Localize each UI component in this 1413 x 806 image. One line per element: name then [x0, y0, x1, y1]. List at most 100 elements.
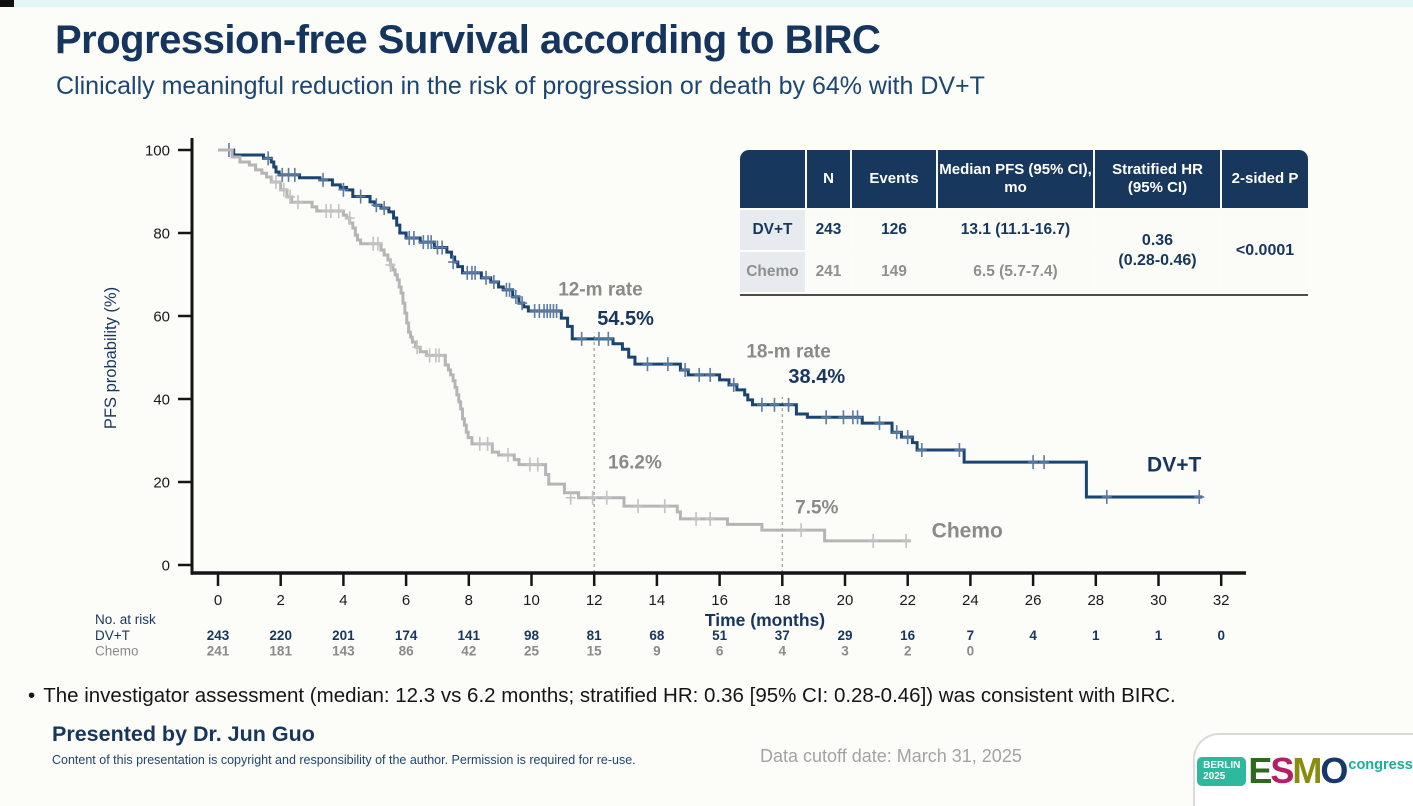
- svg-text:Chemo: Chemo: [932, 520, 1003, 543]
- svg-text:30: 30: [1150, 592, 1167, 609]
- svg-text:25: 25: [524, 644, 540, 659]
- svg-text:4: 4: [339, 592, 347, 609]
- svg-text:143: 143: [332, 644, 355, 659]
- svg-text:29: 29: [837, 628, 852, 643]
- badge-city: BERLIN: [1203, 759, 1241, 771]
- svg-text:16.2%: 16.2%: [608, 453, 662, 474]
- summary-header-stratified-hr: Stratified HR (95% CI): [1095, 150, 1220, 208]
- summary-table: N Events Median PFS (95% CI), mo Stratif…: [740, 150, 1308, 296]
- svg-text:181: 181: [269, 644, 292, 659]
- svg-text:1: 1: [1155, 628, 1163, 643]
- svg-text:201: 201: [332, 628, 355, 643]
- svg-text:24: 24: [962, 592, 979, 609]
- svg-text:15: 15: [587, 644, 603, 659]
- svg-text:51: 51: [712, 628, 728, 643]
- badge-year: 2025: [1203, 771, 1226, 783]
- svg-text:38.4%: 38.4%: [788, 366, 845, 388]
- svg-text:22: 22: [899, 592, 916, 609]
- berlin-2025-badge: BERLIN 2025: [1197, 756, 1247, 786]
- svg-text:0: 0: [162, 558, 170, 575]
- svg-text:14: 14: [649, 592, 666, 609]
- svg-text:Chemo: Chemo: [95, 644, 139, 659]
- svg-text:26: 26: [1025, 592, 1042, 609]
- corner-artifact: [0, 0, 14, 7]
- svg-text:6: 6: [402, 592, 410, 609]
- esmo-congress-logo: BERLIN 2025 ESMO congress: [1193, 733, 1413, 806]
- esmo-letter-s: S: [1270, 750, 1294, 792]
- summary-chemo-events: 149: [852, 252, 936, 292]
- copyright-note: Content of this presentation is copyrigh…: [52, 753, 636, 767]
- summary-p-value: <0.0001: [1222, 210, 1308, 292]
- summary-row-label-dvt: DV+T: [740, 210, 805, 250]
- svg-text:18: 18: [774, 592, 791, 609]
- svg-text:8: 8: [465, 592, 473, 609]
- svg-text:81: 81: [587, 628, 603, 643]
- svg-text:2: 2: [904, 644, 912, 659]
- svg-text:3: 3: [841, 644, 849, 659]
- esmo-letter-m: M: [1292, 750, 1322, 792]
- svg-text:4: 4: [779, 644, 787, 659]
- bullet-marker: •: [28, 684, 36, 707]
- summary-dvt-n: 243: [807, 210, 850, 250]
- svg-text:6: 6: [716, 644, 724, 659]
- svg-text:98: 98: [524, 628, 540, 643]
- svg-text:40: 40: [153, 392, 170, 409]
- svg-text:No. at risk: No. at risk: [95, 612, 156, 627]
- svg-text:86: 86: [399, 644, 415, 659]
- svg-text:0: 0: [967, 644, 975, 659]
- svg-text:Time (months): Time (months): [705, 610, 825, 630]
- svg-text:18-m rate: 18-m rate: [746, 342, 831, 363]
- svg-text:9: 9: [653, 644, 661, 659]
- svg-text:0: 0: [1217, 628, 1225, 643]
- congress-label: congress: [1348, 757, 1413, 774]
- svg-text:141: 141: [458, 628, 481, 643]
- svg-text:54.5%: 54.5%: [597, 308, 654, 330]
- summary-header-events: Events: [852, 150, 936, 208]
- bullet-text: The investigator assessment (median: 12.…: [43, 684, 1176, 707]
- hr-value: 0.36: [1141, 232, 1174, 249]
- svg-text:20: 20: [837, 592, 854, 609]
- svg-text:174: 174: [395, 628, 418, 643]
- summary-dvt-events: 126: [852, 210, 936, 250]
- summary-row-label-chemo: Chemo: [740, 252, 805, 292]
- top-strip: [0, 0, 1413, 7]
- page-subtitle: Clinically meaningful reduction in the r…: [56, 72, 985, 100]
- svg-text:241: 241: [207, 644, 230, 659]
- svg-text:243: 243: [207, 628, 230, 643]
- esmo-letter-o: O: [1320, 750, 1348, 792]
- svg-text:60: 60: [153, 309, 170, 326]
- svg-text:37: 37: [775, 628, 790, 643]
- svg-text:28: 28: [1087, 592, 1104, 609]
- svg-text:10: 10: [523, 592, 540, 609]
- svg-text:7: 7: [967, 628, 975, 643]
- svg-text:42: 42: [461, 644, 476, 659]
- summary-header-corner: [740, 150, 805, 208]
- summary-hazard-ratio: 0.36 (0.28-0.46): [1095, 210, 1220, 292]
- svg-text:16: 16: [900, 628, 916, 643]
- svg-text:0: 0: [214, 592, 222, 609]
- esmo-wordmark: ESMO: [1248, 753, 1348, 789]
- svg-text:12: 12: [586, 592, 603, 609]
- svg-text:16: 16: [711, 592, 728, 609]
- svg-text:1: 1: [1092, 628, 1100, 643]
- svg-text:100: 100: [145, 143, 170, 160]
- investigator-note: • The investigator assessment (median: 12…: [28, 684, 1398, 708]
- summary-header-median-pfs: Median PFS (95% CI), mo: [938, 150, 1093, 208]
- svg-text:20: 20: [153, 475, 170, 492]
- data-cutoff-date: Data cutoff date: March 31, 2025: [760, 746, 1022, 766]
- page-title: Progression-free Survival according to B…: [55, 18, 881, 62]
- svg-text:32: 32: [1213, 592, 1230, 609]
- svg-text:PFS probability (%): PFS probability (%): [102, 287, 120, 429]
- svg-text:DV+T: DV+T: [1147, 454, 1201, 477]
- svg-text:7.5%: 7.5%: [795, 498, 838, 519]
- hr-ci: (0.28-0.46): [1118, 252, 1197, 269]
- summary-chemo-median: 6.5 (5.7-7.4): [938, 252, 1093, 292]
- svg-text:68: 68: [649, 628, 665, 643]
- summary-dvt-median: 13.1 (11.1-16.7): [938, 210, 1093, 250]
- summary-header-n: N: [807, 150, 850, 208]
- summary-chemo-n: 241: [807, 252, 850, 292]
- svg-text:220: 220: [269, 628, 292, 643]
- esmo-letter-e: E: [1248, 750, 1272, 792]
